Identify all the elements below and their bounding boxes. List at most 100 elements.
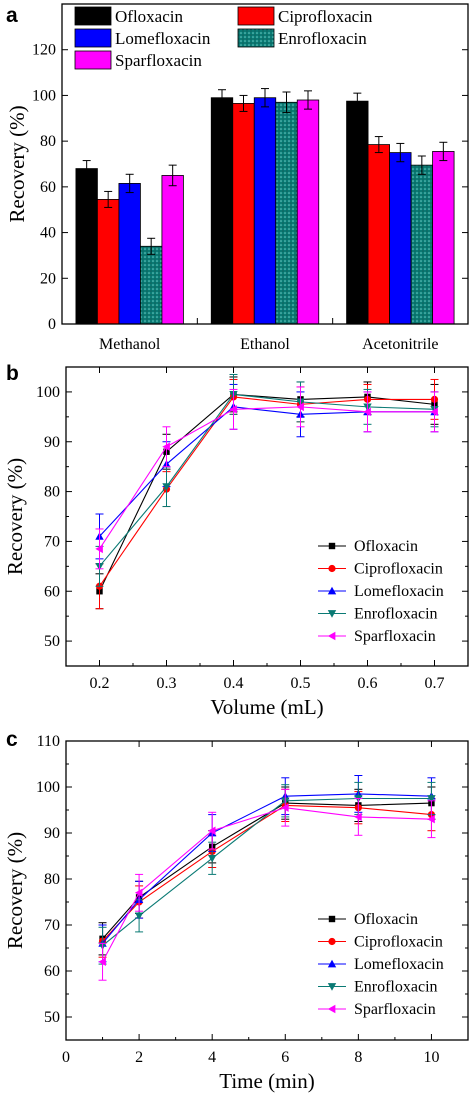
series-line	[99, 396, 435, 587]
y-tick-label: 120	[32, 42, 56, 59]
panel-letter: a	[6, 4, 18, 27]
data-point	[229, 405, 237, 414]
data-point	[427, 815, 435, 824]
y-tick-label: 50	[44, 633, 60, 650]
y-tick-label: 80	[44, 484, 60, 501]
data-point	[98, 957, 106, 966]
legend-label: Sparfloxacin	[354, 628, 436, 645]
bar	[296, 99, 320, 325]
y-tick-label: 60	[44, 963, 60, 980]
bar	[118, 183, 141, 325]
legend-label: Lomefloxacin	[115, 29, 211, 48]
panel-letter: c	[6, 728, 18, 751]
legend-swatch	[74, 28, 112, 48]
bar	[346, 100, 369, 325]
legend-swatch	[74, 6, 112, 26]
x-tick-label: 0	[62, 1049, 70, 1066]
legend-marker	[328, 564, 336, 573]
legend-label: Sparfloxacin	[115, 51, 202, 70]
y-tick-label: 110	[37, 733, 60, 750]
x-tick-label: 0.6	[358, 675, 378, 692]
series	[98, 786, 436, 956]
x-tick-label: 0.2	[90, 675, 110, 692]
series	[95, 386, 439, 570]
legend-marker	[328, 542, 336, 550]
legend: Ofloxacin Ciprofloxacin Lomefloxacin Enrofl…	[318, 538, 444, 645]
legend-swatch	[237, 6, 275, 26]
legend-label: Ofloxacin	[354, 538, 418, 555]
data-point	[134, 888, 143, 897]
x-tick-label: 2	[135, 1049, 143, 1066]
legend-label: Lomefloxacin	[354, 583, 444, 600]
data-point	[207, 826, 216, 835]
bar	[389, 152, 412, 325]
legend-label: Lomefloxacin	[354, 956, 444, 973]
data-point	[296, 402, 304, 412]
bar	[140, 245, 163, 325]
y-tick-label: 100	[36, 384, 60, 401]
data-point	[95, 544, 103, 554]
plot-frame	[61, 3, 469, 325]
x-tick-label: 0.4	[224, 675, 244, 692]
bar	[161, 175, 184, 325]
bar	[432, 151, 455, 325]
y-tick-label: 80	[40, 133, 56, 150]
legend-marker	[327, 631, 336, 641]
x-tick-label: 6	[281, 1049, 289, 1066]
y-tick-label: 0	[48, 316, 56, 333]
legend-label: Sparfloxacin	[354, 1001, 436, 1018]
y-tick-label: 40	[40, 225, 56, 242]
y-tick-label: 70	[44, 917, 60, 934]
y-tick-label: 100	[32, 87, 56, 104]
panel-a-bar-chart: a Recovery (%) 0 20 40 60 80 100 120 Methanol Etha…	[5, 3, 469, 353]
series-line	[99, 393, 435, 567]
plot-frame	[65, 740, 469, 1041]
data-point	[430, 407, 438, 417]
x-tick-label: 4	[208, 1049, 216, 1066]
x-axis-title: Volume (mL)	[210, 695, 323, 719]
y-tick-label: 70	[44, 533, 60, 550]
x-tick-label: 10	[423, 1049, 439, 1066]
legend-label: Ofloxacin	[354, 911, 418, 928]
data-point	[162, 442, 170, 451]
series	[95, 383, 439, 560]
legend-label: Ciprofloxacin	[354, 934, 443, 951]
data-point	[363, 407, 371, 417]
data-point	[427, 795, 436, 803]
legend-marker	[327, 1004, 336, 1014]
bar	[97, 199, 120, 325]
y-tick-label: 50	[44, 1009, 60, 1026]
bar	[253, 97, 277, 325]
legend-label: Enrofloxacin	[354, 606, 438, 623]
y-tick-label: 80	[44, 871, 60, 888]
data-point	[162, 483, 171, 491]
y-tick-label: 90	[44, 825, 60, 842]
legend-marker	[327, 610, 337, 618]
bar	[210, 97, 234, 325]
plot-frame	[65, 366, 469, 667]
series-line	[102, 793, 432, 944]
x-tick-label: 0.5	[291, 675, 311, 692]
data-point	[134, 912, 144, 920]
y-axis-title: Recovery (%)	[3, 458, 27, 575]
x-tick-label: 8	[354, 1049, 362, 1066]
panel-c-line-chart: c Recovery (%) 50 60 70 80 90 100 110 0 2 4 6 8 10 Time…	[3, 728, 469, 1093]
bar	[367, 144, 390, 325]
legend: Ofloxacin Ciprofloxacin Lomefloxacin Enrofl…	[318, 911, 444, 1018]
data-point	[207, 854, 217, 863]
series-line	[102, 797, 432, 947]
bar	[410, 164, 433, 325]
data-point	[281, 803, 289, 812]
data-point	[354, 812, 362, 822]
x-category-label: Ethanol	[240, 336, 290, 353]
panel-b-line-chart: b Recovery (%) 50 60 70 80 90 100 0.2 0.3 0.4 0.5 0.…	[3, 362, 469, 719]
y-tick-label: 90	[44, 434, 60, 451]
x-tick-label: 0.3	[157, 675, 177, 692]
x-tick-label: 0.7	[425, 675, 445, 692]
legend-label: Enrofloxacin	[354, 979, 438, 996]
series	[98, 788, 436, 981]
x-axis-title: Time (min)	[219, 1069, 314, 1093]
legend-swatch	[237, 28, 275, 48]
series-line	[102, 804, 432, 942]
legend-marker	[327, 959, 337, 968]
